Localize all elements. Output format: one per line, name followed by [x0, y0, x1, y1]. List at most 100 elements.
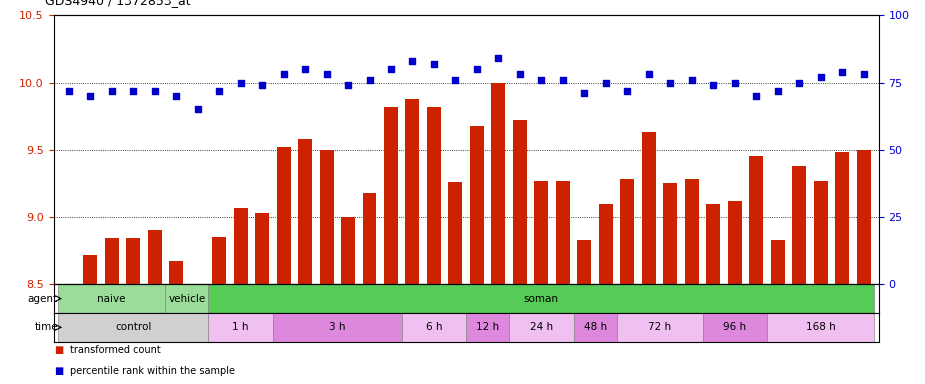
Bar: [58, 284, 166, 313]
Bar: [814, 181, 828, 284]
Bar: [363, 193, 376, 284]
Point: [61, 88, 76, 94]
Bar: [470, 126, 484, 284]
Point: [340, 82, 355, 88]
Bar: [208, 313, 273, 342]
Bar: [208, 284, 874, 313]
Bar: [83, 255, 97, 284]
Point: [512, 71, 527, 78]
Point: [362, 77, 376, 83]
Bar: [273, 313, 401, 342]
Point: [706, 82, 721, 88]
Bar: [405, 99, 419, 284]
Point: [641, 71, 656, 78]
Bar: [749, 157, 763, 284]
Point: [212, 88, 227, 94]
Bar: [105, 238, 118, 284]
Bar: [491, 83, 505, 284]
Text: vehicle: vehicle: [168, 293, 205, 304]
Bar: [793, 166, 807, 284]
Bar: [384, 107, 398, 284]
Text: agent: agent: [28, 293, 58, 304]
Text: 12 h: 12 h: [476, 322, 500, 333]
Bar: [857, 150, 870, 284]
Bar: [449, 182, 462, 284]
Point: [319, 71, 334, 78]
Point: [749, 93, 764, 99]
Bar: [509, 313, 574, 342]
Bar: [58, 313, 208, 342]
Point: [126, 88, 141, 94]
Bar: [341, 217, 355, 284]
Point: [105, 88, 119, 94]
Point: [168, 93, 183, 99]
Bar: [684, 179, 698, 284]
Point: [298, 66, 313, 72]
Bar: [255, 213, 269, 284]
Text: 3 h: 3 h: [329, 322, 346, 333]
Bar: [556, 181, 570, 284]
Bar: [466, 313, 509, 342]
Point: [620, 88, 635, 94]
Point: [254, 82, 269, 88]
Text: 1 h: 1 h: [232, 322, 249, 333]
Text: 168 h: 168 h: [806, 322, 835, 333]
Bar: [169, 262, 183, 284]
Point: [663, 79, 678, 86]
Point: [491, 55, 506, 61]
Point: [147, 88, 162, 94]
Bar: [427, 107, 441, 284]
Point: [792, 79, 807, 86]
Bar: [212, 237, 226, 284]
Text: transformed count: transformed count: [70, 345, 161, 355]
Bar: [642, 132, 656, 284]
Bar: [535, 181, 549, 284]
Point: [577, 90, 592, 96]
Point: [191, 106, 205, 113]
Bar: [728, 201, 742, 284]
Point: [813, 74, 828, 80]
Bar: [277, 147, 290, 284]
Point: [233, 79, 248, 86]
Bar: [598, 204, 613, 284]
Bar: [707, 204, 721, 284]
Bar: [513, 120, 527, 284]
Bar: [298, 139, 312, 284]
Text: 72 h: 72 h: [648, 322, 672, 333]
Point: [448, 77, 462, 83]
Text: naive: naive: [97, 293, 126, 304]
Text: ■: ■: [54, 345, 63, 355]
Point: [277, 71, 291, 78]
Point: [598, 79, 613, 86]
Bar: [148, 230, 162, 284]
Text: soman: soman: [524, 293, 559, 304]
Bar: [166, 284, 208, 313]
Point: [82, 93, 97, 99]
Bar: [663, 184, 677, 284]
Text: 48 h: 48 h: [584, 322, 607, 333]
Text: percentile rank within the sample: percentile rank within the sample: [70, 366, 235, 376]
Point: [857, 71, 871, 78]
Text: 96 h: 96 h: [723, 322, 746, 333]
Point: [556, 77, 571, 83]
Point: [835, 69, 850, 75]
Bar: [401, 313, 466, 342]
Point: [426, 61, 441, 67]
Point: [405, 58, 420, 64]
Bar: [703, 313, 767, 342]
Point: [470, 66, 485, 72]
Text: ■: ■: [54, 366, 63, 376]
Text: time: time: [34, 322, 58, 333]
Bar: [621, 179, 635, 284]
Bar: [767, 313, 874, 342]
Bar: [577, 240, 591, 284]
Point: [384, 66, 399, 72]
Bar: [574, 313, 617, 342]
Bar: [234, 208, 248, 284]
Text: control: control: [115, 322, 152, 333]
Text: 6 h: 6 h: [426, 322, 442, 333]
Text: GDS4940 / 1372853_at: GDS4940 / 1372853_at: [45, 0, 191, 7]
Bar: [617, 313, 703, 342]
Bar: [835, 152, 849, 284]
Point: [771, 88, 785, 94]
